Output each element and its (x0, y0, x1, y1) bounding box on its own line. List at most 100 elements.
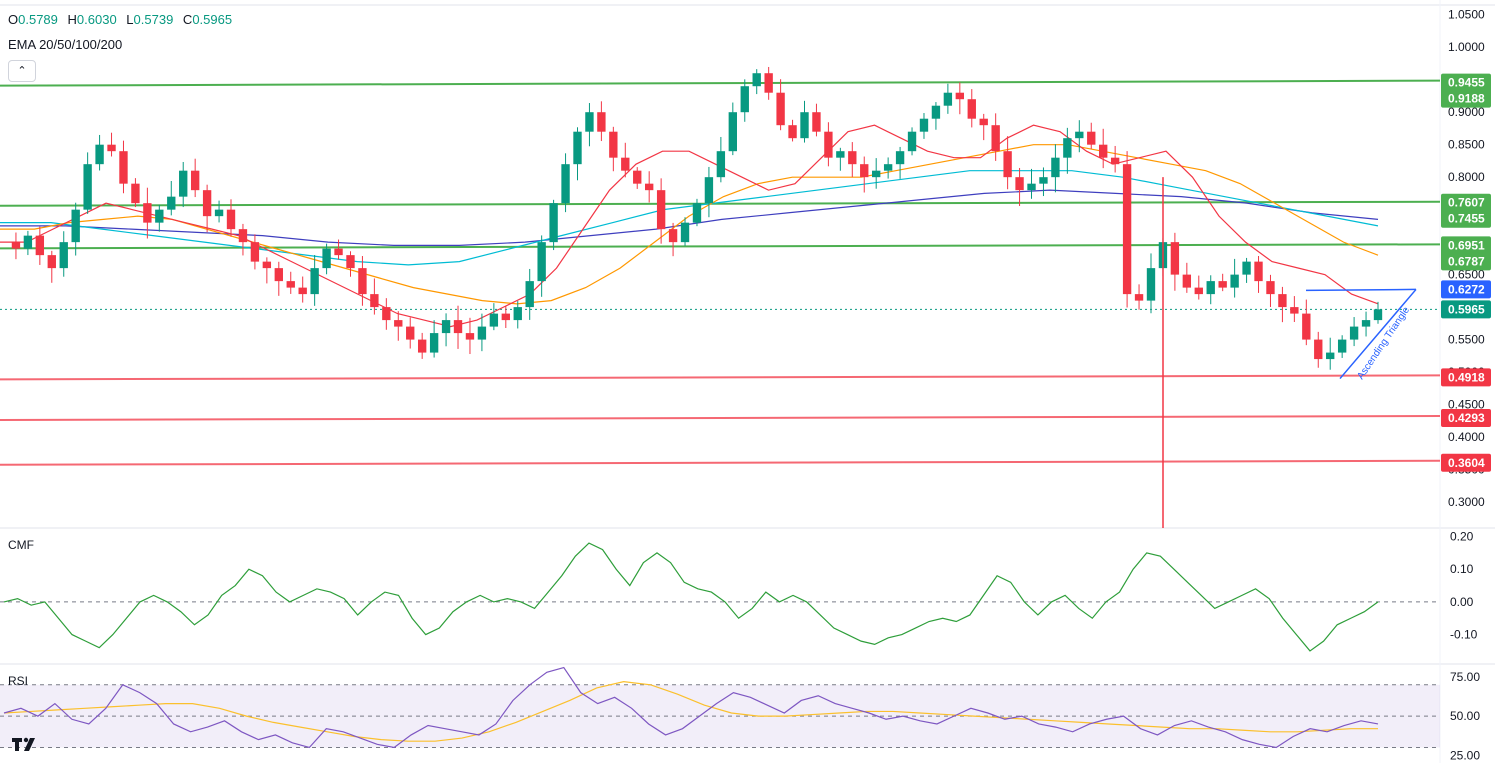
price-tick-label: 0.4000 (1448, 430, 1485, 444)
candle-body (214, 209, 224, 217)
candle-body (1266, 281, 1275, 295)
resistance-tag-secondary: 0.6787 (1448, 254, 1485, 268)
candle-body (764, 73, 773, 93)
candle-body (1027, 183, 1036, 191)
rsi-tick-label: 25.00 (1450, 748, 1480, 762)
support-line (0, 374, 1441, 381)
candle-body (71, 209, 80, 243)
resistance-tag-secondary: 0.9188 (1448, 92, 1485, 106)
open-value: 0.5789 (18, 12, 58, 27)
resistance-line (0, 243, 1441, 250)
candle-body (394, 320, 403, 327)
candle-body (95, 144, 104, 165)
candle-body (107, 144, 116, 152)
candle-body (167, 196, 176, 210)
candle-body (895, 151, 905, 165)
high-value: 0.6030 (76, 12, 117, 27)
price-tick-label: 0.8500 (1448, 138, 1485, 152)
candle-body (59, 242, 68, 269)
candle-body (310, 268, 319, 295)
candle-body (1326, 352, 1335, 360)
cmf-tick-label: 0.10 (1450, 562, 1474, 576)
collapse-legend-button[interactable]: ⌃ (8, 60, 36, 82)
candle-body (1254, 261, 1263, 282)
candle-body (656, 190, 666, 230)
candle-body (979, 118, 988, 126)
candle-body (1278, 294, 1287, 308)
candle-body (334, 248, 343, 256)
support-tag-label: 0.4293 (1448, 411, 1485, 425)
candle-body (931, 105, 941, 119)
candle-body (382, 307, 391, 321)
resistance-tag-bg (1441, 73, 1491, 108)
candle-body (143, 203, 152, 223)
candle-body (477, 326, 487, 340)
triangle-top-line (1305, 288, 1417, 292)
candle-body (1230, 274, 1239, 288)
triangle-label: Ascending Triangle (1355, 305, 1412, 382)
price-tick-label: 0.4500 (1448, 398, 1485, 412)
candle-body (1110, 157, 1120, 165)
candle-body (286, 281, 295, 288)
triangle-level-tag-bg (1441, 280, 1491, 299)
support-tag-bg (1441, 409, 1491, 428)
low-value: 0.5739 (133, 12, 174, 27)
candle-body (692, 203, 702, 223)
candle-body (250, 242, 260, 262)
candle-body (776, 92, 785, 126)
candle-body (1242, 261, 1251, 275)
price-tick-label: 0.6500 (1448, 268, 1485, 282)
rsi-line (3, 666, 1379, 749)
support-tag-label: 0.3604 (1448, 456, 1485, 470)
current-price-tag: 0.5965 (1448, 302, 1485, 316)
candle-body (680, 222, 690, 243)
support-tag-bg (1441, 368, 1491, 387)
candle-body (716, 151, 726, 178)
price-tick-label: 1.0500 (1448, 8, 1485, 22)
candle-body (131, 183, 140, 204)
high-label: H (67, 12, 77, 27)
chevron-up-icon: ⌃ (17, 64, 27, 77)
resistance-tag-secondary: 0.7455 (1448, 212, 1485, 226)
indicator-label[interactable]: EMA 20/50/100/200 (8, 37, 123, 52)
candle-body (155, 209, 164, 223)
candle-body (573, 131, 582, 165)
candle-body (860, 164, 869, 178)
candle-body (883, 164, 893, 171)
candle-body (1087, 131, 1096, 145)
price-tick-label: 0.9000 (1448, 105, 1485, 119)
candle-body (740, 86, 749, 113)
candle-body (704, 177, 714, 204)
resistance-tag-bg (1441, 236, 1491, 271)
cmf-tick-label: -0.10 (1450, 628, 1478, 642)
cmf-tick-label: 0.00 (1450, 595, 1474, 609)
candle-body (585, 112, 594, 132)
candle-body (824, 131, 833, 158)
candle-body (298, 287, 307, 295)
candle-body (489, 313, 499, 327)
candle-body (561, 164, 570, 204)
ema100-line (0, 170, 1379, 266)
candle-body (1182, 274, 1192, 288)
candle-body (513, 307, 522, 321)
resistance-line (0, 79, 1441, 87)
candle-body (525, 281, 534, 308)
candle-body (1146, 268, 1156, 301)
candle-body (1015, 177, 1024, 191)
candle-body (35, 235, 45, 256)
candle-body (549, 203, 558, 243)
resistance-tag-label: 0.9455 (1448, 76, 1485, 90)
price-tick-label: 0.5500 (1448, 333, 1485, 347)
candle-body (501, 313, 510, 321)
candle-body (919, 118, 929, 132)
candle-body (645, 183, 654, 191)
candle-body (991, 125, 1000, 152)
candle-body (322, 248, 331, 269)
candle-body (346, 255, 355, 269)
candle-body (190, 170, 200, 191)
candle-body (609, 131, 618, 158)
candle-body (848, 151, 857, 165)
candle-body (728, 112, 737, 152)
support-line (0, 415, 1441, 422)
rsi-tick-label: 75.00 (1450, 670, 1480, 684)
